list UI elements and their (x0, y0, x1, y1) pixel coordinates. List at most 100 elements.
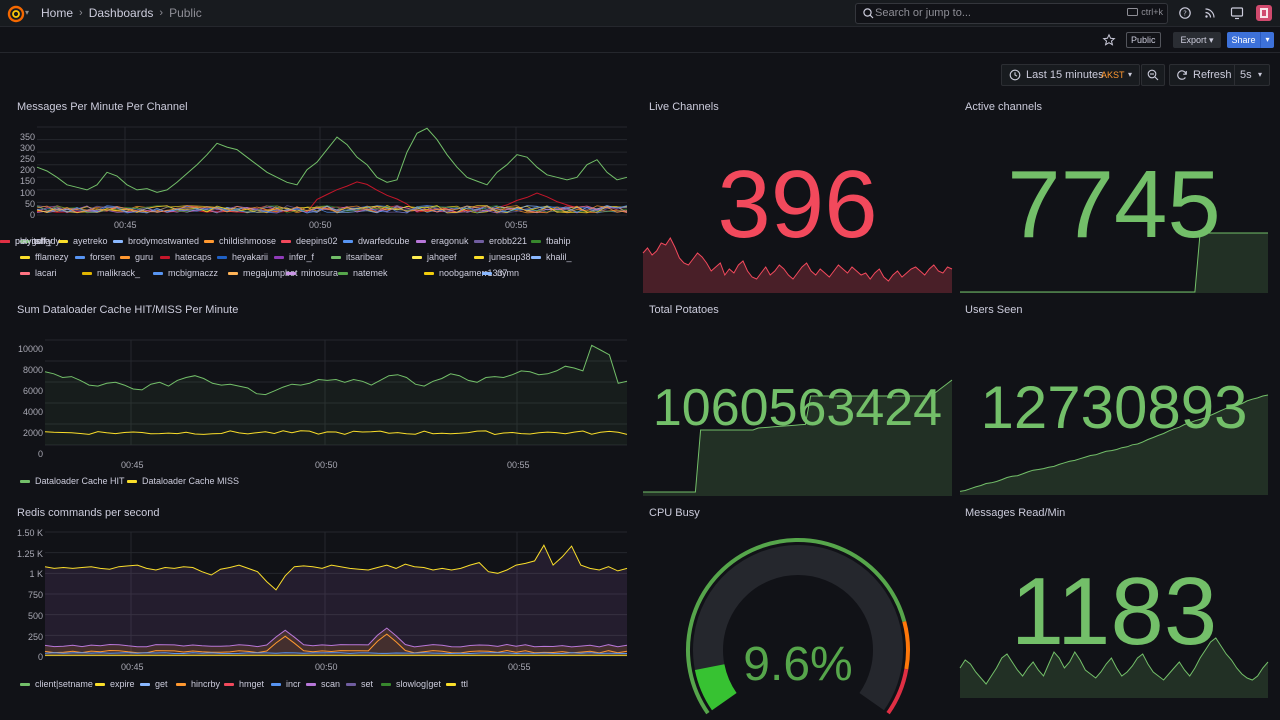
refresh-button[interactable]: Refresh (1193, 69, 1232, 81)
legend-item[interactable]: natemek (338, 268, 388, 278)
legend-item[interactable]: fflamezy (20, 252, 68, 262)
legend-item[interactable]: slowlog|get (381, 679, 441, 689)
legend-item[interactable]: fbahip (531, 236, 571, 246)
star-icon[interactable] (1102, 33, 1116, 47)
y-tick-label: 350 (19, 132, 35, 142)
legend-item[interactable]: brodymostwanted (113, 236, 199, 246)
cache-timeseries-chart[interactable] (44, 339, 628, 455)
legend-item[interactable]: malikrack_ (82, 268, 140, 278)
legend-label: hmget (239, 679, 265, 689)
legend-item[interactable]: heyakarii (217, 252, 268, 262)
gauge-threshold-green (686, 538, 907, 715)
legend-item[interactable]: arky (20, 236, 52, 246)
sparkline-line (960, 232, 1268, 293)
legend-label: scan (321, 679, 341, 689)
legend-item[interactable]: childishmoose (204, 236, 276, 246)
legend-item[interactable]: nymn (482, 268, 519, 278)
y-tick-label: 250 (19, 154, 35, 165)
kiosk-monitor-icon[interactable] (1230, 6, 1244, 20)
legend-item[interactable]: scan (306, 679, 340, 689)
user-avatar[interactable] (1256, 5, 1272, 21)
legend-item[interactable]: ayetreko (58, 236, 108, 246)
legend-item[interactable]: jahqeef (412, 252, 457, 262)
legend-item[interactable]: infer_f (274, 252, 314, 262)
panel-title: Users Seen (965, 304, 1023, 316)
legend-item[interactable]: deepins02 (281, 236, 338, 246)
y-tick-label: 0 (37, 652, 43, 663)
legend-item[interactable]: Dataloader Cache MISS (127, 476, 239, 486)
legend-item[interactable]: client|setname (20, 679, 93, 689)
chevron-down-icon[interactable]: ▾ (1258, 70, 1263, 79)
legend-item[interactable]: hatecaps (160, 252, 212, 262)
time-range-picker[interactable]: Last 15 minutes AKST ▾ (1001, 64, 1140, 86)
breadcrumb: Home › Dashboards › Public (41, 6, 202, 20)
export-button[interactable]: Export ▾ (1173, 32, 1221, 48)
refresh-interval[interactable]: 5s (1240, 69, 1252, 81)
chevron-down-icon[interactable]: ▾ (25, 8, 30, 17)
panel-title: CPU Busy (649, 507, 700, 519)
y-tick-label: 100 (19, 187, 35, 198)
legend-item[interactable]: megajumpbot (228, 268, 298, 278)
refresh-picker[interactable]: Refresh 5s ▾ (1169, 64, 1270, 86)
help-icon[interactable]: ? (1178, 6, 1192, 20)
legend-item[interactable]: dwarfedcube (343, 236, 410, 246)
legend-item[interactable]: erobb221 (474, 236, 527, 246)
panel-title: Messages Read/Min (965, 507, 1066, 519)
legend-item[interactable]: noobgamerr1337 (424, 268, 508, 278)
redis-timeseries-chart[interactable] (44, 531, 628, 660)
legend-item[interactable]: khalil_ (531, 252, 572, 262)
refresh-divider (1234, 65, 1235, 85)
legend-item[interactable]: mcbigmaczz (153, 268, 218, 278)
legend-item[interactable]: forsen (75, 252, 115, 262)
share-button[interactable]: Share (1227, 32, 1260, 48)
legend-item[interactable]: ttl (446, 679, 468, 689)
legend-swatch (82, 271, 92, 275)
legend-item[interactable]: incr (271, 679, 301, 689)
breadcrumb-home[interactable]: Home (41, 6, 74, 20)
legend-swatch (446, 682, 456, 686)
legend-item[interactable]: lacari (20, 268, 57, 278)
legend-swatch (20, 271, 30, 275)
x-tick-label: 00:50 (309, 220, 332, 230)
legend-swatch (217, 255, 227, 259)
legend-item[interactable]: hincrby (176, 679, 220, 689)
legend-swatch (120, 255, 130, 259)
total-potatoes-sparkline (643, 379, 953, 496)
chevron-down-icon: ▾ (1209, 35, 1214, 45)
series-line-scan (44, 627, 628, 648)
messages-timeseries-chart[interactable] (36, 126, 628, 217)
y-tick-label: 0 (37, 449, 43, 459)
zoom-out-button[interactable] (1141, 64, 1165, 86)
rss-news-icon[interactable] (1203, 6, 1217, 20)
legend-swatch (271, 682, 281, 686)
legend-label: forsen (90, 252, 116, 262)
legend-swatch (58, 239, 68, 243)
legend-swatch (20, 479, 30, 483)
legend-item[interactable]: set (346, 679, 373, 689)
share-options-chevron-icon[interactable]: ▾ (1260, 32, 1274, 48)
chevron-right-icon: › (159, 7, 164, 19)
legend-item[interactable]: Dataloader Cache HIT (20, 476, 125, 486)
legend-item[interactable]: expire (95, 679, 135, 689)
legend-item[interactable]: junesup38 (474, 252, 531, 262)
legend-label: incr (286, 679, 301, 689)
legend-swatch (343, 239, 353, 243)
legend-swatch (274, 255, 284, 259)
redis-area (45, 545, 627, 656)
users-seen-value: 12730893 (980, 374, 1248, 441)
legend-item[interactable]: get (140, 679, 168, 689)
search-input[interactable]: Search or jump to... ctrl+k (855, 3, 1168, 24)
series-line-incr (44, 652, 628, 655)
grafana-logo-icon[interactable] (7, 5, 25, 23)
legend-label: brodymostwanted (128, 236, 200, 246)
legend-item[interactable]: minosura (286, 268, 338, 278)
legend-item[interactable]: polygolf_ (0, 236, 51, 246)
breadcrumb-dashboards[interactable]: Dashboards (88, 6, 154, 20)
legend-label: lacari (35, 268, 57, 278)
legend-item[interactable]: itsaribear (331, 252, 383, 262)
legend-item[interactable]: hmget (224, 679, 264, 689)
legend-item[interactable]: eragonuk (416, 236, 469, 246)
legend-label: polygolf_ (15, 236, 52, 246)
legend-item[interactable]: guru (120, 252, 153, 262)
active-channels-value: 7745 (1007, 151, 1221, 258)
